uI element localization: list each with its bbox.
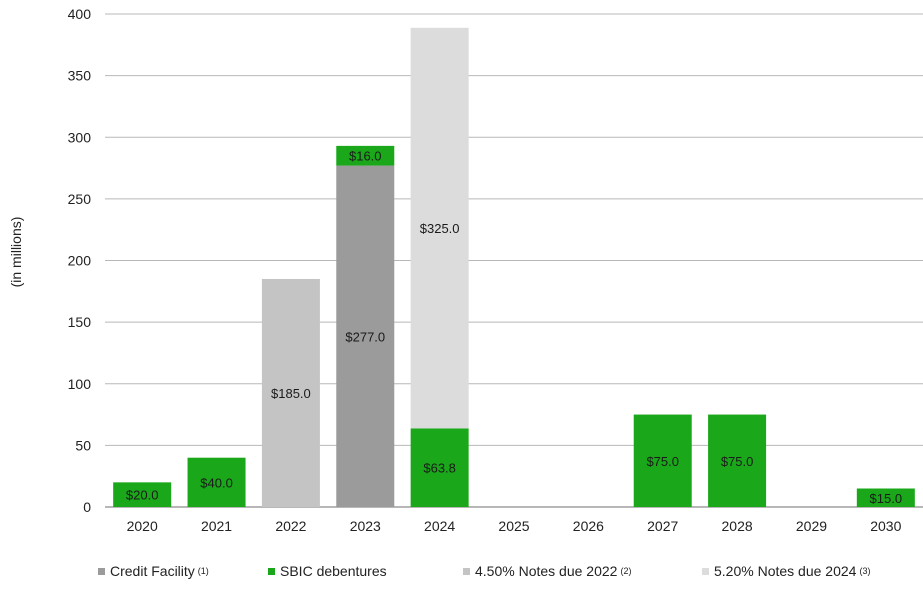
data-label-sbic-2021: $40.0	[200, 475, 233, 490]
y-tick-label: 150	[68, 314, 92, 330]
data-labels: $20.0 $40.0 $185.0 $277.0 $16.0 $63.8 $325.0 $7…	[120, 147, 909, 507]
data-label-sbic-2030: $15.0	[870, 491, 903, 506]
x-tick-labels: 2020 2021 2022 2023 2024 2025 2026 2027 2028 2029…	[127, 518, 902, 534]
legend-swatch	[98, 568, 105, 575]
legend-note: (2)	[620, 566, 631, 576]
legend-label: Credit Facility	[110, 563, 195, 579]
data-label-sbic-2023: $16.0	[349, 149, 382, 164]
legend-item-notes-2022: 4.50% Notes due 2022 (2)	[463, 563, 631, 579]
x-tick-label: 2021	[201, 518, 232, 534]
x-tick-label: 2025	[498, 518, 529, 534]
data-label-sbic-2027: $75.0	[646, 454, 679, 469]
bars	[113, 28, 915, 507]
data-label-sbic-2028: $75.0	[721, 454, 754, 469]
x-tick-label: 2024	[424, 518, 455, 534]
x-tick-label: 2029	[796, 518, 827, 534]
y-tick-label: 250	[68, 191, 92, 207]
legend-note: (1)	[198, 566, 209, 576]
legend-item-notes-2024: 5.20% Notes due 2024 (3)	[702, 563, 870, 579]
y-tick-label: 300	[68, 129, 92, 145]
legend-swatch	[463, 568, 470, 575]
y-tick-label: 100	[68, 376, 92, 392]
legend-label: SBIC debentures	[280, 563, 387, 579]
x-tick-label: 2028	[722, 518, 753, 534]
x-tick-label: 2030	[870, 518, 901, 534]
legend-label: 5.20% Notes due 2024	[714, 563, 856, 579]
y-tick-label: 200	[68, 253, 92, 269]
legend-item-sbic-debentures: SBIC debentures	[268, 563, 387, 579]
data-label-notes2024-2024: $325.0	[420, 221, 460, 236]
x-tick-label: 2022	[275, 518, 306, 534]
data-label-credit-2023: $277.0	[345, 329, 385, 344]
chart: $20.0 $40.0 $185.0 $277.0 $16.0 $63.8 $325.0 $7…	[0, 0, 923, 560]
legend-note: (3)	[859, 566, 870, 576]
legend-swatch	[268, 568, 275, 575]
y-tick-labels: 0 50 100 150 200 250 300 350 400	[68, 6, 92, 515]
x-tick-label: 2027	[647, 518, 678, 534]
legend-label: 4.50% Notes due 2022	[475, 563, 617, 579]
x-tick-label: 2023	[350, 518, 381, 534]
x-tick-label: 2026	[573, 518, 604, 534]
y-tick-label: 0	[83, 499, 91, 515]
y-axis-label: (in millions)	[8, 217, 24, 288]
legend: Credit Facility (1) SBIC debentures 4.50…	[0, 563, 923, 585]
data-label-sbic-2020: $20.0	[126, 488, 159, 503]
legend-swatch	[702, 568, 709, 575]
data-label-sbic-2024: $63.8	[423, 461, 456, 476]
y-tick-label: 50	[75, 437, 91, 453]
legend-item-credit-facility: Credit Facility (1)	[98, 563, 209, 579]
gridlines	[105, 14, 923, 507]
y-tick-label: 400	[68, 6, 92, 22]
y-tick-label: 350	[68, 68, 92, 84]
data-label-notes2022-2022: $185.0	[271, 386, 311, 401]
x-tick-label: 2020	[127, 518, 158, 534]
